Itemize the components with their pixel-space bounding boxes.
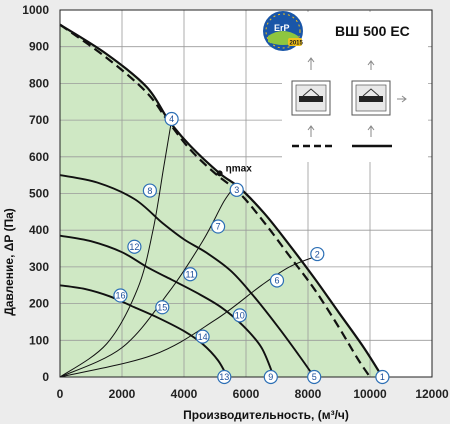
y-tick-labels: 0 100 200 300 400 500 600 700 800 900 1000 (22, 3, 49, 384)
system-curve-1 (59, 120, 173, 378)
system-curve-2 (59, 183, 238, 378)
svg-text:5: 5 (312, 372, 317, 382)
y-tick-label: 600 (29, 150, 49, 164)
y-tick-label: 100 (29, 333, 49, 347)
operating-point-16: 16 (113, 288, 128, 303)
x-tick-label: 12000 (415, 387, 449, 401)
svg-text:6: 6 (274, 276, 279, 286)
y-axis-label: Давление, ΔP (Па) (2, 208, 16, 316)
x-tick-label: 4000 (171, 387, 198, 401)
y-tick-label: 0 (42, 370, 49, 384)
chart-title: ВШ 500 ЕС (335, 23, 410, 39)
x-tick-label: 6000 (233, 387, 260, 401)
speed-curve-3 (59, 174, 315, 378)
eta-max-marker (216, 170, 223, 177)
y-tick-label: 300 (29, 260, 49, 274)
operating-point-11: 11 (183, 267, 198, 282)
operating-point-9: 9 (263, 369, 278, 385)
operating-point-10: 10 (232, 308, 247, 323)
operating-point-15: 15 (155, 300, 170, 315)
y-tick-label: 400 (29, 223, 49, 237)
svg-text:14: 14 (198, 332, 208, 342)
x-tick-label: 2000 (109, 387, 136, 401)
erp-badge-icon: ErP 2015 (263, 11, 304, 51)
system-curve-3 (59, 255, 318, 378)
system-curves (59, 120, 318, 378)
operating-point-12: 12 (127, 239, 142, 254)
svg-text:16: 16 (115, 291, 125, 301)
x-tick-label: 0 (57, 387, 64, 401)
svg-text:15: 15 (157, 302, 167, 312)
x-tick-labels: 0 2000 4000 6000 8000 10000 12000 (57, 387, 449, 401)
svg-text:9: 9 (268, 372, 273, 382)
svg-text:13: 13 (219, 372, 229, 382)
y-tick-label: 200 (29, 297, 49, 311)
svg-text:1: 1 (380, 372, 385, 382)
y-tick-label: 1000 (22, 3, 49, 17)
eta-max-label: ηmax (226, 163, 253, 174)
operating-point-5: 5 (307, 369, 322, 385)
y-tick-label: 700 (29, 113, 49, 127)
operating-point-3: 3 (229, 182, 244, 197)
svg-text:11: 11 (186, 269, 195, 279)
operating-point-13: 13 (217, 369, 232, 385)
operating-point-2: 2 (310, 246, 325, 262)
operating-point-8: 8 (142, 183, 157, 198)
x-tick-label: 10000 (353, 387, 387, 401)
y-tick-label: 500 (29, 187, 49, 201)
operating-point-7: 7 (211, 219, 226, 234)
svg-text:12: 12 (129, 242, 139, 252)
svg-text:2015: 2015 (290, 41, 304, 47)
plot-frame (59, 9, 433, 378)
svg-text:8: 8 (147, 186, 152, 196)
x-tick-label: 8000 (295, 387, 322, 401)
operating-point-6: 6 (269, 273, 285, 288)
y-tick-label: 900 (29, 40, 49, 54)
operating-point-4: 4 (164, 111, 179, 127)
operating-point-1: 1 (375, 369, 390, 385)
y-tick-label: 800 (29, 76, 49, 90)
x-axis-label: Производительность, (м³/ч) (183, 408, 349, 422)
svg-text:3: 3 (234, 185, 239, 195)
svg-text:2: 2 (315, 249, 320, 259)
operating-point-14: 14 (195, 329, 210, 344)
svg-text:ErP: ErP (274, 23, 290, 33)
svg-text:10: 10 (235, 311, 245, 321)
operating-area (60, 24, 383, 377)
speed-curve-5 (59, 284, 229, 378)
unit-orientation-1-icon (291, 57, 332, 148)
svg-text:7: 7 (216, 222, 221, 232)
unit-orientation-2-icon (351, 60, 407, 148)
svg-text:4: 4 (169, 114, 174, 124)
speed-curve-4 (59, 234, 275, 378)
